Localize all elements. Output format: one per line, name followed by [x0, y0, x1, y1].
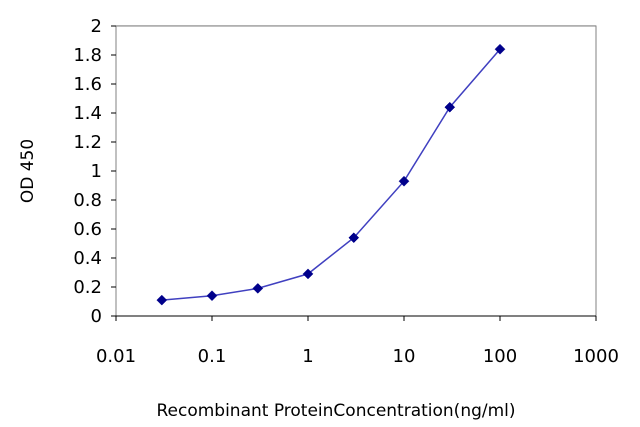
x-tick-label: 0.1 — [198, 346, 227, 367]
data-point — [302, 268, 314, 280]
y-axis: 0 0.2 0.4 0.6 0.8 1 1.2 1.4 1.6 1.8 2 — [73, 16, 116, 327]
y-tick-label: 1.4 — [73, 103, 102, 124]
y-tick-label: 0.4 — [73, 248, 102, 269]
x-tick-label: 1000 — [573, 346, 619, 367]
y-tick-label: 1.8 — [73, 45, 102, 66]
series-layer — [156, 43, 506, 306]
y-tick-label: 0 — [91, 306, 102, 327]
data-point — [494, 43, 506, 55]
x-tick-label: 0.01 — [96, 346, 136, 367]
y-tick-label: 0.2 — [73, 277, 102, 298]
x-axis-title: Recombinant ProteinConcentration(ng/ml) — [156, 401, 515, 421]
y-tick-label: 1.6 — [73, 74, 102, 95]
data-point — [348, 232, 360, 244]
y-tick-label: 0.6 — [73, 219, 102, 240]
plot-area — [115, 25, 597, 317]
y-tick-label: 0.8 — [73, 190, 102, 211]
data-point — [398, 175, 410, 187]
x-tick-label: 1 — [302, 346, 313, 367]
x-axis: 0.01 0.1 1 10 100 1000 — [96, 315, 619, 367]
y-tick-label: 2 — [91, 16, 102, 37]
x-tick-label: 10 — [393, 346, 416, 367]
data-point — [252, 283, 264, 294]
data-point — [444, 101, 456, 113]
x-tick-label: 100 — [483, 346, 517, 367]
y-axis-title: OD 450 — [18, 139, 38, 203]
y-tick-label: 1.2 — [73, 132, 102, 153]
data-point — [206, 290, 218, 302]
data-point — [156, 294, 168, 306]
y-tick-label: 1 — [91, 161, 102, 182]
series-line — [161, 48, 501, 301]
